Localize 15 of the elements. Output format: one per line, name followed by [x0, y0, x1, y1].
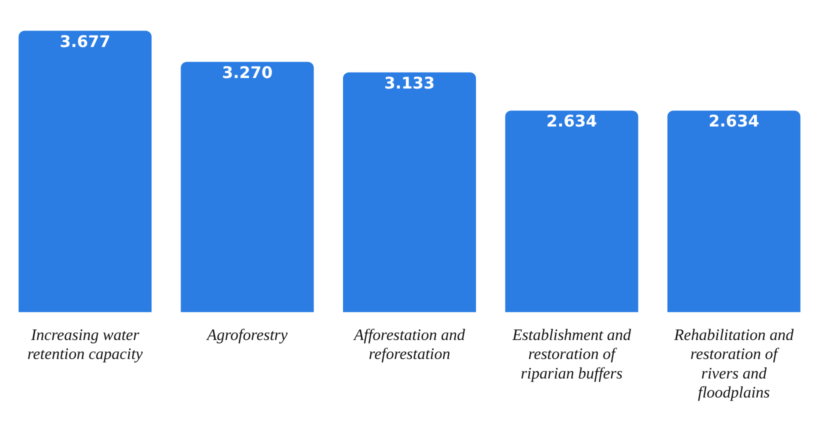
data-label: 3.133: [384, 74, 435, 93]
bar: [180, 62, 314, 312]
x-tick-label: Agroforestry: [206, 327, 288, 344]
x-tick-label: Rehabilitation and restoration of rivers and floodplains: [673, 327, 795, 402]
x-tick-label: Afforestation and reforestation: [353, 327, 466, 364]
data-label: 3.677: [60, 32, 110, 51]
data-label: 2.634: [546, 112, 598, 131]
x-tick-label: Increasing water retention capacity: [27, 327, 144, 364]
bar: [343, 72, 476, 312]
bar: [667, 110, 800, 312]
bar: [18, 30, 152, 312]
data-label: 3.270: [222, 63, 273, 82]
x-tick-label: Establishment and restoration of riparian buffers: [511, 327, 632, 382]
bar: [505, 110, 638, 312]
data-label: 2.634: [708, 112, 760, 131]
